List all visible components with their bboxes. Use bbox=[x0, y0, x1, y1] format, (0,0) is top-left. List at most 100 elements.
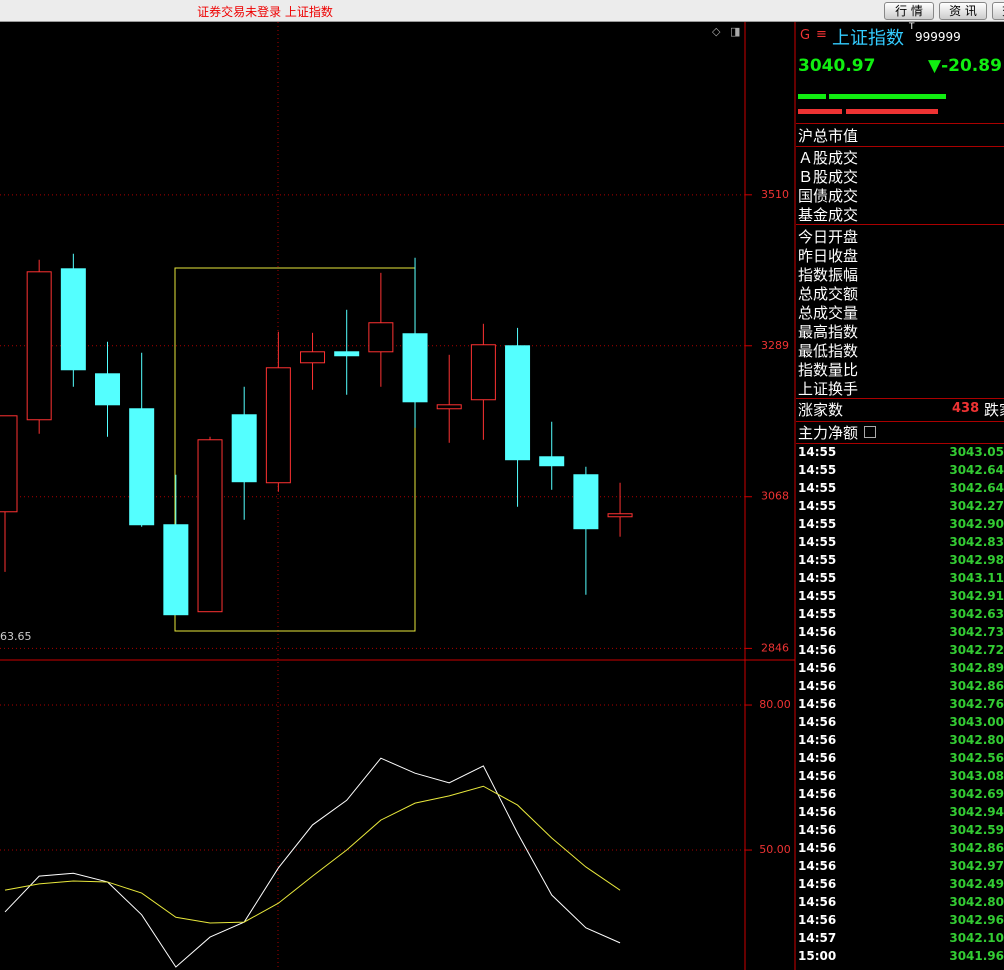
index-name: 上证指数 bbox=[832, 28, 904, 49]
tick-time: 14:57 bbox=[798, 931, 837, 945]
tab-button[interactable]: 行 情 bbox=[884, 2, 934, 20]
tick-price: 3042.80 bbox=[949, 895, 1004, 909]
tick-time: 14:56 bbox=[798, 823, 837, 837]
y-tick-label: 3510 bbox=[761, 188, 789, 201]
tick-price: 3042.27 bbox=[949, 499, 1004, 513]
price: 3040.97 bbox=[798, 56, 876, 76]
field-label: 指数振幅 bbox=[798, 266, 859, 284]
tick-price: 3042.56 bbox=[949, 751, 1004, 765]
tick-time: 14:56 bbox=[798, 841, 837, 855]
field-label: 最高指数 bbox=[798, 323, 859, 341]
index-suffix: T bbox=[909, 22, 915, 32]
tick-time: 14:55 bbox=[798, 463, 837, 477]
meter bbox=[798, 109, 842, 114]
tick-price: 3042.69 bbox=[949, 787, 1004, 801]
tick-price: 3042.72 bbox=[949, 643, 1004, 657]
field-label: 沪总市值 bbox=[798, 127, 859, 145]
candle-body bbox=[505, 345, 531, 461]
tick-price: 3043.00 bbox=[949, 715, 1004, 729]
tick-time: 14:55 bbox=[798, 553, 837, 567]
tick-price: 3043.11 bbox=[949, 571, 1004, 585]
y-tick-label: 50.00 bbox=[759, 843, 791, 856]
field-label: Ｂ股成交 bbox=[798, 168, 859, 186]
tick-price: 3042.63 bbox=[949, 607, 1004, 621]
candle-body bbox=[607, 513, 633, 518]
menu-icon[interactable]: ≡ bbox=[816, 27, 827, 42]
meter bbox=[798, 94, 826, 99]
candle-body bbox=[231, 414, 257, 483]
tick-price: 3043.08 bbox=[949, 769, 1004, 783]
tick-time: 14:56 bbox=[798, 769, 837, 783]
tick-price: 3042.49 bbox=[949, 877, 1004, 891]
field-label: 国债成交 bbox=[798, 187, 859, 205]
candle-body bbox=[60, 268, 86, 371]
tick-time: 14:56 bbox=[798, 877, 837, 891]
tab-button[interactable]: 交 bbox=[992, 2, 1004, 20]
tick-time: 14:56 bbox=[798, 895, 837, 909]
field-label: 昨日收盘 bbox=[798, 247, 859, 265]
tab-button[interactable]: 资 讯 bbox=[939, 2, 987, 20]
breadth-label: 涨家数 bbox=[798, 401, 844, 419]
tick-time: 14:55 bbox=[798, 607, 837, 621]
tick-price: 3042.98 bbox=[949, 553, 1004, 567]
tick-price: 3042.90 bbox=[949, 517, 1004, 531]
separator bbox=[796, 443, 1004, 444]
icon[interactable]: ◇ bbox=[712, 25, 721, 38]
tick-price: 3042.94 bbox=[949, 805, 1004, 819]
breadth-value: 438 bbox=[952, 401, 980, 416]
meter bbox=[846, 109, 938, 114]
separator bbox=[796, 224, 1004, 225]
icon bbox=[864, 426, 876, 438]
tick-time: 14:55 bbox=[798, 535, 837, 549]
candle-body bbox=[0, 415, 18, 513]
tick-time: 14:56 bbox=[798, 913, 837, 927]
field-label: 最低指数 bbox=[798, 342, 859, 360]
tick-time: 14:55 bbox=[798, 517, 837, 531]
index-code: 999999 bbox=[915, 30, 961, 44]
quote-panel: G ≡ 上证指数 T 999999 3040.97 ▼-20.89 沪总市值 Ａ股… bbox=[796, 22, 1004, 970]
tick-price: 3043.05 bbox=[949, 445, 1004, 459]
tick-price: 3042.64 bbox=[949, 481, 1004, 495]
indicator-line bbox=[4, 757, 621, 968]
tick-price: 3042.64 bbox=[949, 463, 1004, 477]
main-net-label: 主力净额 bbox=[798, 424, 859, 442]
tick-time: 14:56 bbox=[798, 661, 837, 675]
field-label: 总成交额 bbox=[798, 285, 859, 303]
change: ▼-20.89 bbox=[928, 56, 1002, 76]
tick-time: 14:55 bbox=[798, 589, 837, 603]
icon[interactable]: ◨ bbox=[730, 25, 740, 38]
candle-body bbox=[368, 322, 394, 353]
field-label: 今日开盘 bbox=[798, 228, 859, 246]
tick-price: 3042.10 bbox=[949, 931, 1004, 945]
tick-price: 3042.96 bbox=[949, 913, 1004, 927]
tick-time: 14:55 bbox=[798, 571, 837, 585]
status-text: 证券交易未登录 上证指数 bbox=[197, 5, 333, 19]
candle-body bbox=[95, 373, 121, 406]
tick-time: 15:00 bbox=[798, 949, 837, 963]
flag: G bbox=[800, 28, 811, 43]
tick-price: 3042.80 bbox=[949, 733, 1004, 747]
breadth-label: 跌家 bbox=[984, 401, 1004, 419]
candle-body bbox=[573, 474, 599, 530]
candle-body bbox=[265, 367, 291, 484]
candle-body bbox=[26, 271, 52, 421]
candle-body bbox=[436, 404, 462, 410]
indicator-line bbox=[4, 785, 621, 924]
tick-price: 3042.86 bbox=[949, 841, 1004, 855]
candle-body bbox=[129, 408, 155, 526]
field-label: 指数量比 bbox=[798, 361, 859, 379]
y-tick-label: 3068 bbox=[761, 490, 789, 503]
tick-time: 14:55 bbox=[798, 445, 837, 459]
tick-time: 14:56 bbox=[798, 751, 837, 765]
chart: ◇ ◨ 3510 3289 3068 2846 63.65 80.00 50.00 bbox=[0, 22, 796, 970]
tick-price: 3042.89 bbox=[949, 661, 1004, 675]
separator bbox=[796, 123, 1004, 124]
y-tick-label: 80.00 bbox=[759, 698, 791, 711]
y-tick-label: 2846 bbox=[761, 641, 789, 654]
candle-body bbox=[470, 344, 496, 401]
tick-time: 14:55 bbox=[798, 481, 837, 495]
candle-body bbox=[539, 456, 565, 467]
candle-body bbox=[300, 351, 326, 364]
tick-price: 3042.86 bbox=[949, 679, 1004, 693]
